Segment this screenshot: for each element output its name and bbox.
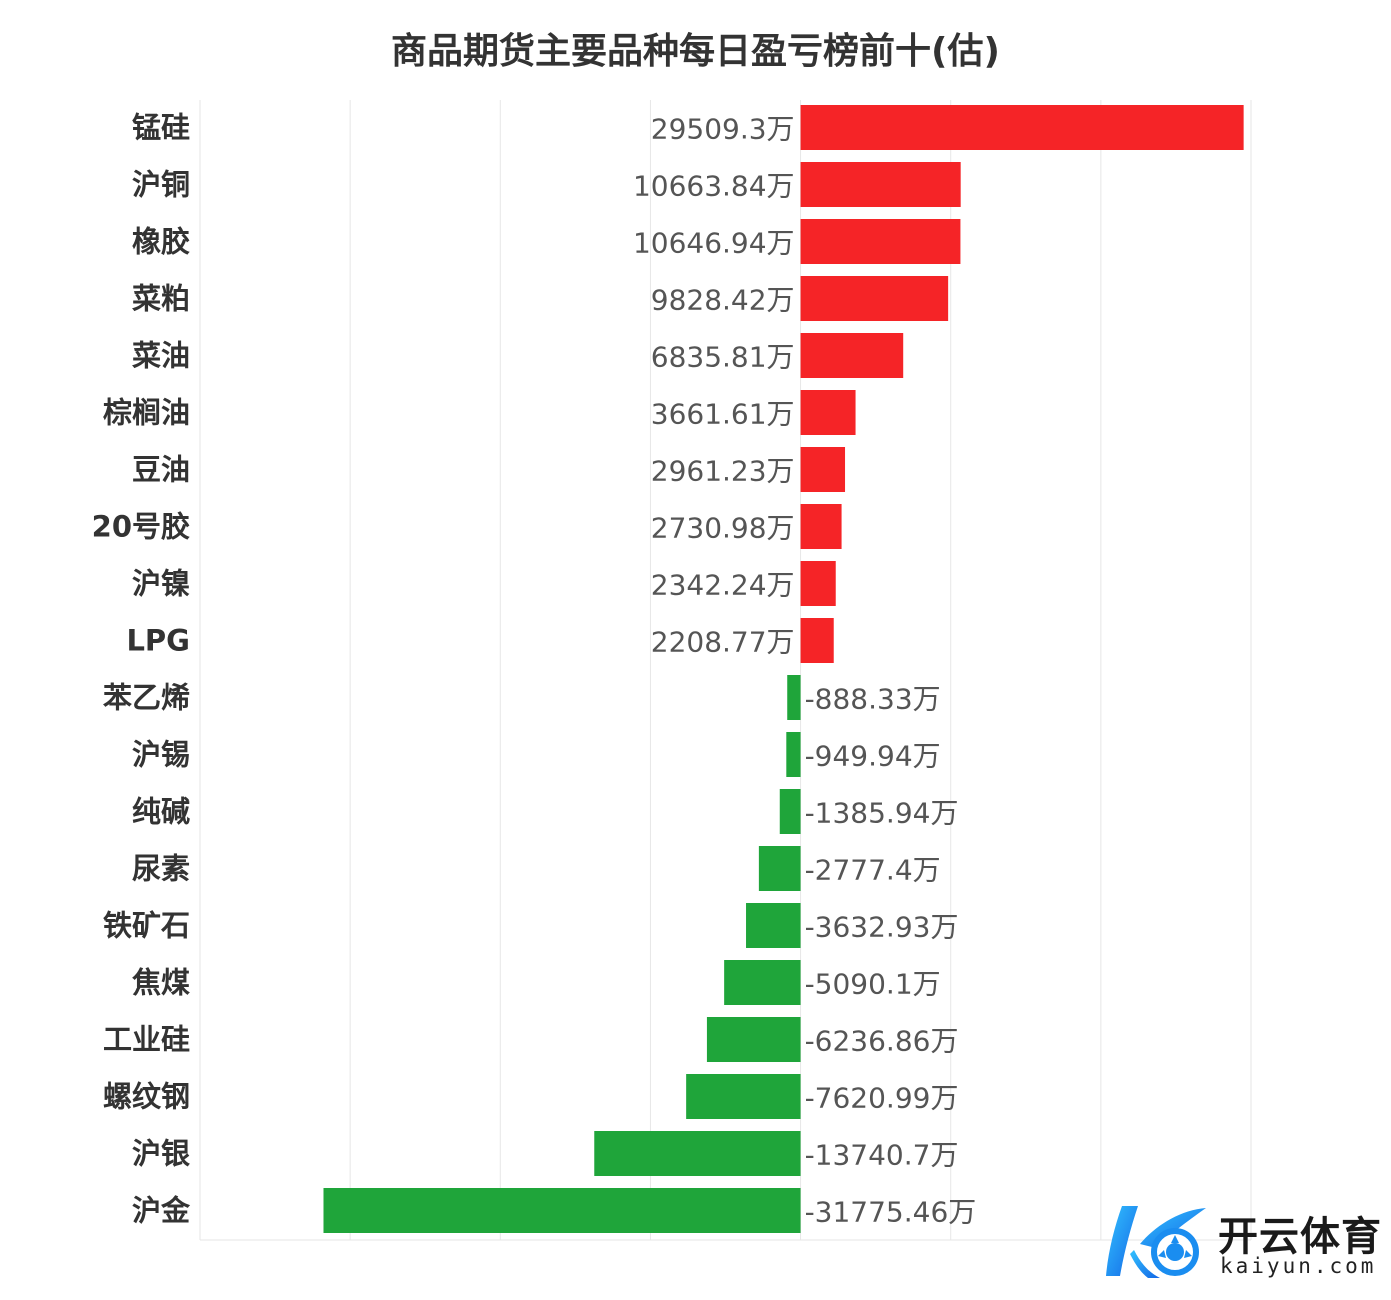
bar <box>746 903 801 948</box>
bar <box>686 1074 801 1119</box>
data-label: -6236.86万 <box>805 1025 959 1058</box>
category-label: 橡胶 <box>132 225 190 259</box>
data-label: 10663.84万 <box>633 170 795 203</box>
logo-chinese-text: 开云体育 <box>1218 1214 1382 1260</box>
data-label: -3632.93万 <box>805 911 959 944</box>
bar <box>706 1017 801 1062</box>
data-label: -5090.1万 <box>805 968 941 1001</box>
data-label: 2961.23万 <box>651 455 795 488</box>
category-label: 焦煤 <box>132 966 190 1000</box>
data-label: 6835.81万 <box>651 341 795 374</box>
data-label: -7620.99万 <box>805 1082 959 1115</box>
data-label: 2730.98万 <box>651 512 795 545</box>
bar <box>800 162 961 207</box>
category-label: 锰硅 <box>132 111 190 145</box>
category-label: 菜油 <box>132 339 190 373</box>
chart-title: 商品期货主要品种每日盈亏榜前十(估) <box>391 31 1000 72</box>
bar <box>800 561 836 606</box>
grid-layer <box>199 100 1252 1241</box>
category-label: 沪金 <box>132 1194 191 1228</box>
category-label: 菜粕 <box>132 282 190 316</box>
category-label: 20号胶 <box>92 510 190 544</box>
data-label: 3661.61万 <box>651 398 795 431</box>
category-label: 沪锡 <box>132 738 190 772</box>
bar <box>779 789 801 834</box>
data-label: -888.33万 <box>805 683 941 716</box>
bar <box>800 276 949 321</box>
category-label: 螺纹钢 <box>103 1080 190 1114</box>
bar <box>787 675 801 720</box>
category-label: 苯乙烯 <box>103 681 190 715</box>
bar <box>323 1188 801 1233</box>
bar <box>800 618 834 663</box>
category-label: LPG <box>126 624 190 658</box>
bar <box>800 105 1244 150</box>
category-label: 沪铜 <box>132 168 190 202</box>
bar-layer <box>323 105 1244 1233</box>
bar <box>786 732 801 777</box>
bar <box>594 1131 801 1176</box>
data-label: 29509.3万 <box>651 113 795 146</box>
category-label: 铁矿石 <box>103 909 190 943</box>
logo-mark-icon <box>1106 1206 1206 1278</box>
data-label: 2208.77万 <box>651 626 795 659</box>
category-label: 沪银 <box>132 1137 190 1171</box>
brand-logo: 开云体育 kaiyun.com <box>1100 1198 1385 1288</box>
data-label: -2777.4万 <box>805 854 941 887</box>
category-label: 尿素 <box>132 852 190 886</box>
category-label: 纯碱 <box>132 795 190 829</box>
bar <box>800 219 961 264</box>
data-label: 2342.24万 <box>651 569 795 602</box>
data-label: -31775.46万 <box>805 1196 977 1229</box>
logo-url-text: kaiyun.com <box>1220 1254 1377 1278</box>
category-label: 工业硅 <box>103 1023 190 1057</box>
data-label: -949.94万 <box>805 740 941 773</box>
category-label: 豆油 <box>132 453 190 487</box>
bar <box>800 504 842 549</box>
data-label: 10646.94万 <box>633 227 795 260</box>
bar <box>800 390 856 435</box>
data-label: -13740.7万 <box>805 1139 959 1172</box>
data-label: -1385.94万 <box>805 797 959 830</box>
data-label: 9828.42万 <box>651 284 795 317</box>
category-label: 沪镍 <box>132 567 190 601</box>
bar <box>758 846 801 891</box>
bar <box>724 960 801 1005</box>
category-label: 棕榈油 <box>103 396 190 430</box>
bar <box>800 447 846 492</box>
bar <box>800 333 904 378</box>
